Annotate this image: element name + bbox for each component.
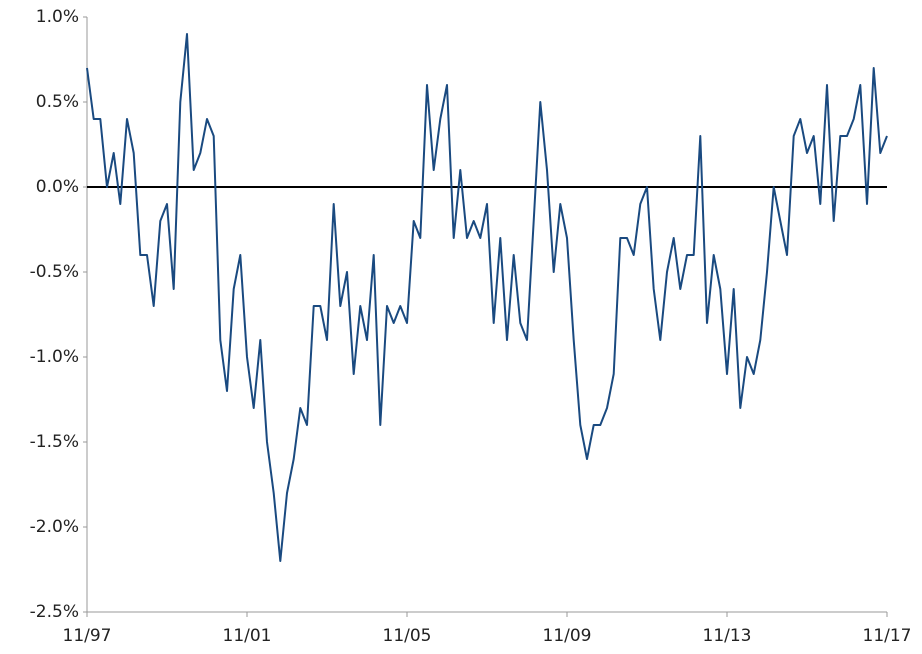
- x-tick-label: 11/05: [383, 626, 432, 646]
- y-tick-label: 0.5%: [36, 92, 79, 112]
- y-tick-label: -1.0%: [30, 347, 79, 367]
- y-tick-label: 0.0%: [36, 177, 79, 197]
- x-tick-label: 11/97: [63, 626, 112, 646]
- y-tick-label: -1.5%: [30, 432, 79, 452]
- y-tick-label: -0.5%: [30, 262, 79, 282]
- data-line: [86, 33, 888, 562]
- y-tick-label: 1.0%: [36, 7, 79, 27]
- x-tick-label: 11/01: [223, 626, 272, 646]
- y-tick-label: -2.5%: [30, 602, 79, 622]
- x-tick-label: 11/13: [703, 626, 752, 646]
- x-tick-label: 11/09: [543, 626, 592, 646]
- y-tick-label: -2.0%: [30, 517, 79, 537]
- x-tick-label: 11/17: [863, 626, 912, 646]
